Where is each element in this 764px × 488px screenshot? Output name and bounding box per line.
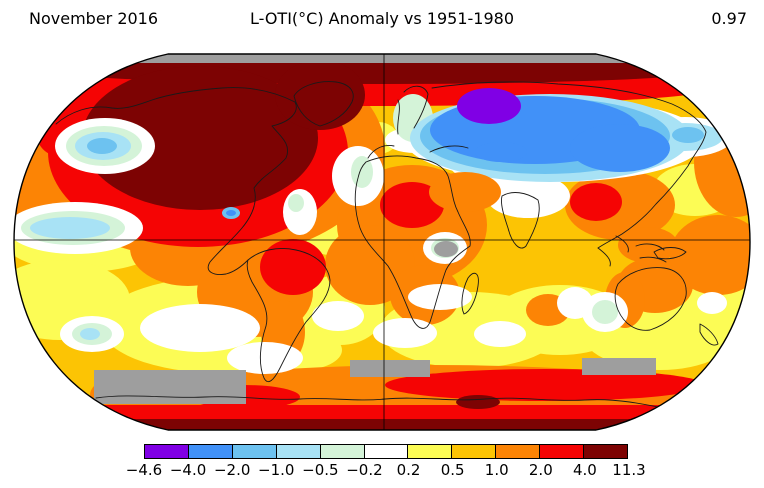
missing-data-layer xyxy=(94,54,656,404)
colorbar-tick-label: −1.0 xyxy=(258,461,295,479)
colorbar-segment xyxy=(232,445,277,458)
colorbar-tick-label: 0.2 xyxy=(396,461,421,479)
colorbar-segment xyxy=(276,445,321,458)
colorbar-tick-label: 0.5 xyxy=(440,461,465,479)
colorbar-tick-label: −4.0 xyxy=(169,461,207,479)
global-mean-value: 0.97 xyxy=(711,9,747,28)
colorbar-segment xyxy=(364,445,409,458)
colorbar-segment xyxy=(584,445,627,458)
colorbar-tick-labels: −4.6 −4.0 −2.0 −1.0 −0.5 −0.2 0.2 0.5 1.0 2.0 4.0 1… xyxy=(126,461,646,481)
anomaly-field xyxy=(14,54,750,430)
colorbar-segment xyxy=(320,445,365,458)
colorbar-tick-label: 4.0 xyxy=(572,461,597,479)
colorbar-tick-label: 1.0 xyxy=(484,461,509,479)
figure-title: L-OTI(°C) Anomaly vs 1951-1980 xyxy=(249,9,515,28)
colorbar-segment xyxy=(188,445,233,458)
anomaly-layer-warm-accent xyxy=(429,172,501,212)
colorbar-segment xyxy=(452,445,497,458)
colorbar-tick-label: −2.0 xyxy=(213,461,251,479)
colorbar-tick-label: 2.0 xyxy=(528,461,553,479)
colorbar-tick-label: 11.3 xyxy=(612,461,646,479)
coastlines xyxy=(55,81,719,411)
colorbar-tick-label: −0.5 xyxy=(302,461,339,479)
graticule xyxy=(14,54,750,430)
colorbar-segment xyxy=(496,445,541,458)
colorbar-tick-label: −0.2 xyxy=(346,461,383,479)
colorbar-segment xyxy=(145,445,189,458)
colorbar-tick-label: −4.6 xyxy=(125,461,163,479)
anomaly-layer-purple xyxy=(457,88,521,124)
colorbar xyxy=(144,444,628,459)
map-outline xyxy=(13,53,751,431)
colorbar-segment xyxy=(540,445,585,458)
colorbar-segment xyxy=(408,445,453,458)
date-label: November 2016 xyxy=(29,9,159,28)
